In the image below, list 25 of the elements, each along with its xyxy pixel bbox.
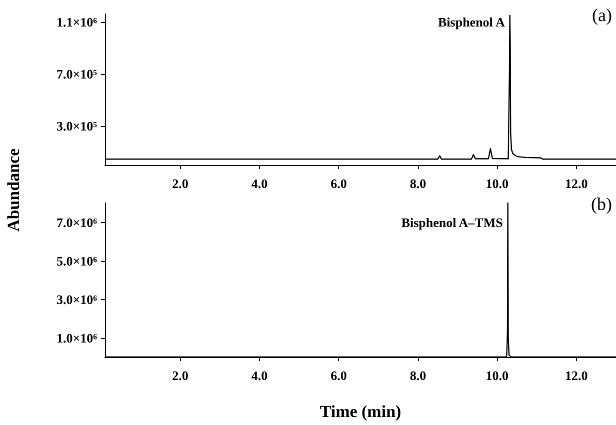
x-tick-label: 8.0	[410, 368, 426, 383]
y-tick-label: 1.1×10⁶	[56, 14, 98, 30]
x-axis-title: Time (min)	[320, 402, 402, 421]
x-tick-label: 10.0	[486, 176, 509, 191]
y-tick-label: 1.0×10⁶	[56, 330, 98, 346]
x-tick-label: 4.0	[251, 368, 268, 383]
x-tick-label: 6.0	[330, 368, 347, 383]
annotation: Bisphenol A–TMS	[401, 214, 503, 230]
annotation: Bisphenol A	[438, 14, 506, 30]
x-tick-label: 2.0	[172, 368, 188, 383]
annotation: (a)	[592, 5, 612, 25]
x-tick-label: 10.0	[486, 368, 509, 383]
x-tick-label: 2.0	[172, 176, 188, 191]
x-tick-label: 8.0	[410, 176, 426, 191]
y-tick-label: 3.0×10⁵	[56, 118, 98, 134]
x-tick-label: 6.0	[330, 176, 347, 191]
annotation: (b)	[591, 194, 612, 214]
x-tick-label: 12.0	[565, 368, 588, 383]
y-axis-title: Abundance	[4, 148, 24, 232]
y-tick-label: 7.0×10⁵	[56, 66, 98, 82]
x-tick-label: 12.0	[565, 176, 588, 191]
y-tick-label: 7.0×10⁶	[56, 214, 98, 230]
y-tick-label: 5.0×10⁶	[56, 253, 98, 268]
x-tick-label: 4.0	[251, 176, 268, 191]
y-tick-label: 3.0×10⁶	[56, 292, 98, 307]
